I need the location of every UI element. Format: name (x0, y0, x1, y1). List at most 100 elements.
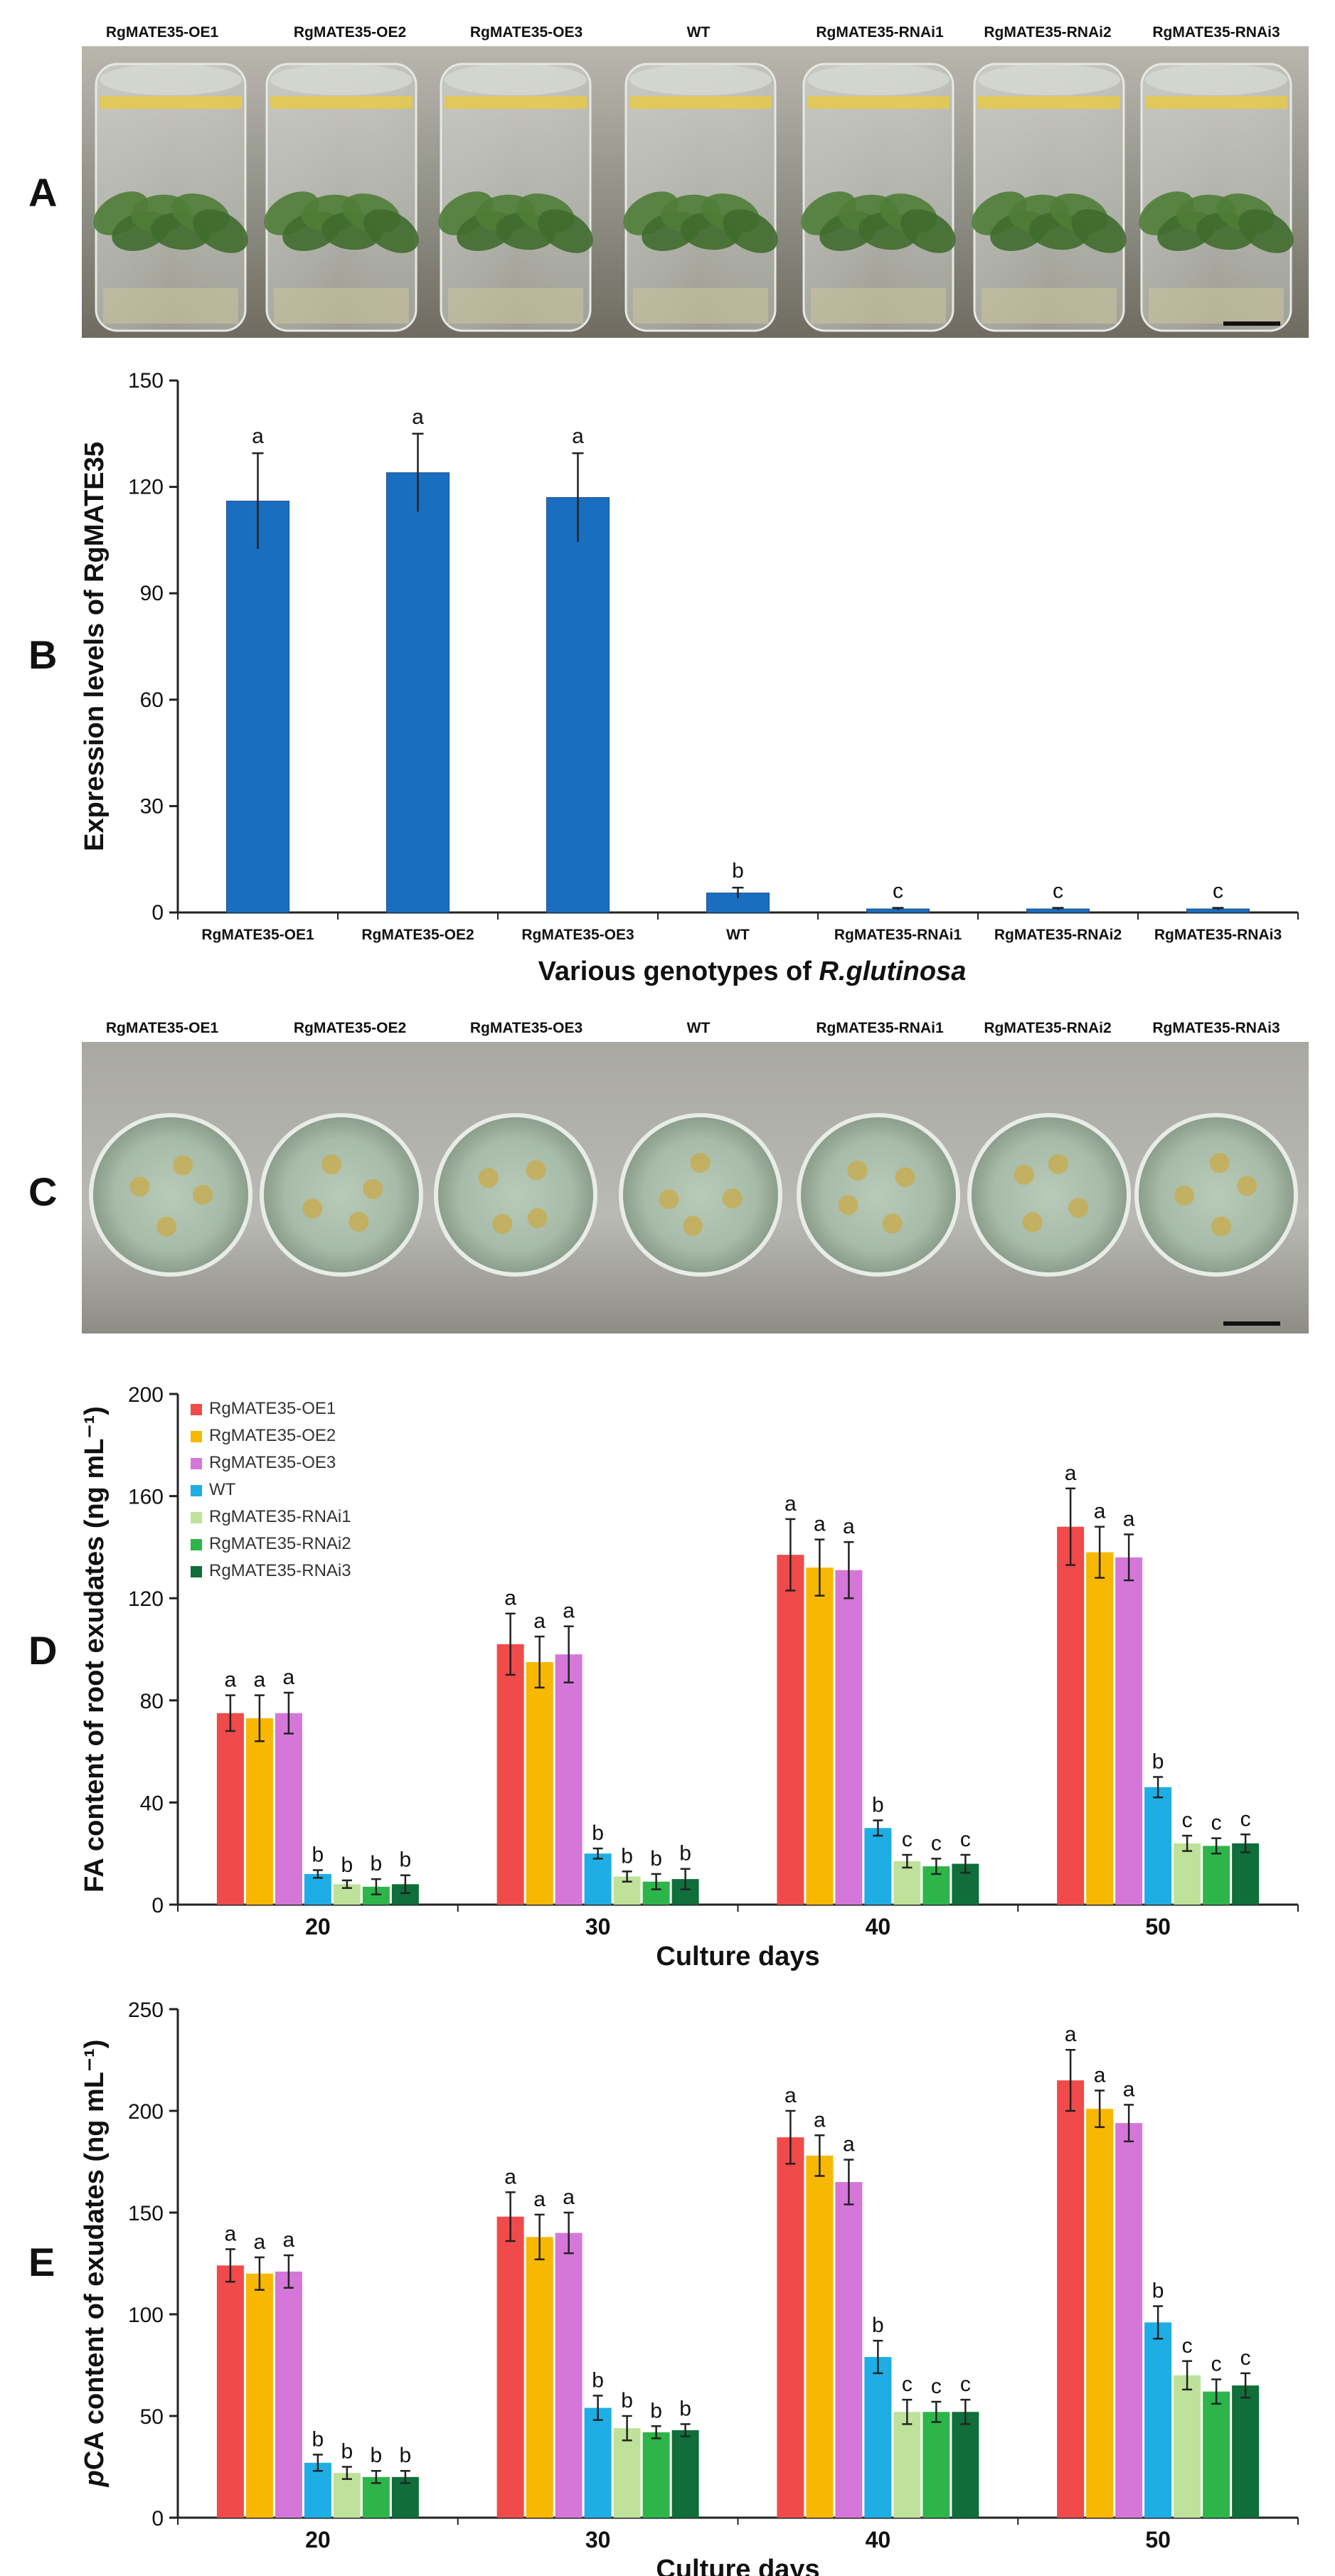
chart-b-x-tick-label: WT (726, 927, 750, 943)
chartD-sig-letter: a (533, 1609, 546, 1633)
chartD-bar (835, 1570, 863, 1905)
photo-c-label: RgMATE35-RNAi3 (1152, 1020, 1280, 1036)
chartD-bar (245, 1718, 273, 1905)
panel-letter-a: A (28, 170, 57, 215)
chartD-sig-letter: c (931, 1831, 942, 1855)
chartE-sig-letter: b (872, 2314, 884, 2337)
chartD-legend-swatch (191, 1404, 202, 1415)
chartE-bar (642, 2432, 670, 2518)
chartD-sig-letter: a (1123, 1507, 1135, 1531)
photo-a-label: RgMATE35-OE1 (106, 24, 219, 41)
plant-leaf (1071, 209, 1127, 253)
chart-b-y-tick-label: 60 (140, 688, 164, 712)
chartD-sig-letter: c (1211, 1811, 1222, 1835)
chartD-sig-letter: a (563, 1600, 575, 1623)
jar-a-lid (270, 64, 413, 95)
plant-leaf (900, 209, 956, 253)
chartD-bar (1144, 1787, 1172, 1905)
chartD-bar (1086, 1552, 1114, 1905)
root-cluster (847, 1160, 868, 1181)
chart-b-y-tick-label: 150 (128, 369, 164, 393)
scale-bar-c (1223, 1321, 1280, 1326)
chart-b-bar (386, 472, 450, 913)
chartE-sig-letter: a (784, 2084, 797, 2107)
jar-a-lid (807, 64, 950, 95)
chartD-y-tick-label: 160 (128, 1486, 164, 1509)
jar-a (623, 63, 778, 332)
chartE-sig-letter: a (1094, 2063, 1106, 2087)
scale-bar-a (1223, 321, 1280, 326)
chartD-sig-letter: b (872, 1794, 884, 1817)
chart-b-bar (546, 497, 610, 913)
chartE-sig-letter: c (931, 2375, 942, 2398)
jar-a (972, 63, 1127, 332)
chartE-sig-letter: c (960, 2373, 971, 2396)
chartD-sig-letter: c (1182, 1809, 1193, 1832)
chartD-sig-letter: a (1094, 1500, 1106, 1523)
chartD-bar (304, 1873, 331, 1905)
root-cluster (659, 1189, 679, 1210)
jar-a-band (270, 96, 413, 109)
chartE-bar (275, 2271, 302, 2518)
chartE-sig-letter: a (504, 2165, 516, 2188)
root-cluster (349, 1211, 369, 1232)
chartD-sig-letter: b (621, 1844, 633, 1868)
root-cluster (1048, 1154, 1068, 1174)
chartE-sig-letter: b (400, 2444, 412, 2467)
chart-b-bar (226, 501, 289, 913)
chart-e-y-axis-label-italic: p (80, 2470, 110, 2487)
root-cluster (882, 1213, 903, 1234)
chartE-x-tick-label: 20 (305, 2527, 331, 2553)
chart-b-sig-letter: a (412, 405, 424, 429)
chartD-sig-letter: c (902, 1828, 913, 1851)
jar-c-bottom (434, 1113, 597, 1277)
root-cluster (526, 1160, 546, 1181)
chartD-sig-letter: a (1065, 1462, 1077, 1485)
jar-a-lid (445, 64, 587, 95)
jar-a-band (629, 96, 772, 109)
chartD-sig-letter: a (843, 1515, 855, 1538)
photo-a-label: RgMATE35-RNAi1 (816, 24, 944, 41)
jar-a (438, 63, 593, 332)
chartE-bar (584, 2407, 612, 2518)
chart-b-y-axis-label: Expression levels of RgMATE35 (80, 442, 110, 851)
jar-c-bottom (1134, 1113, 1298, 1277)
chartE-sig-letter: a (225, 2222, 237, 2245)
chartE-sig-letter: b (621, 2389, 633, 2412)
chartE-sig-letter: a (843, 2133, 855, 2156)
plant-leaf (723, 209, 778, 253)
root-cluster (173, 1155, 193, 1176)
photo-c-label: RgMATE35-OE2 (294, 1020, 406, 1036)
chartD-x-tick-label: 40 (866, 1914, 891, 1939)
chartE-y-tick-label: 250 (128, 1998, 164, 2022)
chartD-sig-letter: b (312, 1843, 324, 1867)
photo-a-label: RgMATE35-OE3 (470, 24, 583, 41)
chart-b-x-tick-label: RgMATE35-OE1 (201, 927, 314, 943)
chartD-y-tick-label: 0 (151, 1894, 164, 1917)
jar-a-medium (1149, 288, 1284, 324)
root-cluster (129, 1176, 150, 1197)
chartE-bar (835, 2182, 863, 2518)
root-cluster (683, 1215, 703, 1236)
jar-c-bottom (797, 1113, 960, 1277)
jar-a (264, 63, 419, 332)
chartE-sig-letter: b (679, 2397, 691, 2420)
jar-c (89, 1113, 252, 1277)
jar-a-band (445, 96, 587, 109)
chart-b-x-tick-label: RgMATE35-RNAi2 (994, 927, 1122, 943)
chart-e-y-axis-label: pCA content of exudates (ng mL⁻¹) (80, 2040, 110, 2488)
chartD-sig-letter: b (592, 1821, 604, 1845)
jar-a-medium (274, 288, 409, 324)
chartD-bar (555, 1654, 583, 1905)
chartE-x-tick-label: 30 (585, 2527, 611, 2553)
chartE-sig-letter: b (371, 2444, 383, 2467)
chartE-sig-letter: a (283, 2228, 295, 2252)
root-cluster (527, 1208, 548, 1228)
jar-a-medium (811, 288, 946, 324)
chartE-bar (671, 2430, 699, 2518)
root-cluster (1211, 1216, 1231, 1237)
root-cluster (1209, 1153, 1230, 1173)
chartE-sig-letter: a (254, 2230, 266, 2254)
chartD-legend-swatch (191, 1566, 202, 1577)
